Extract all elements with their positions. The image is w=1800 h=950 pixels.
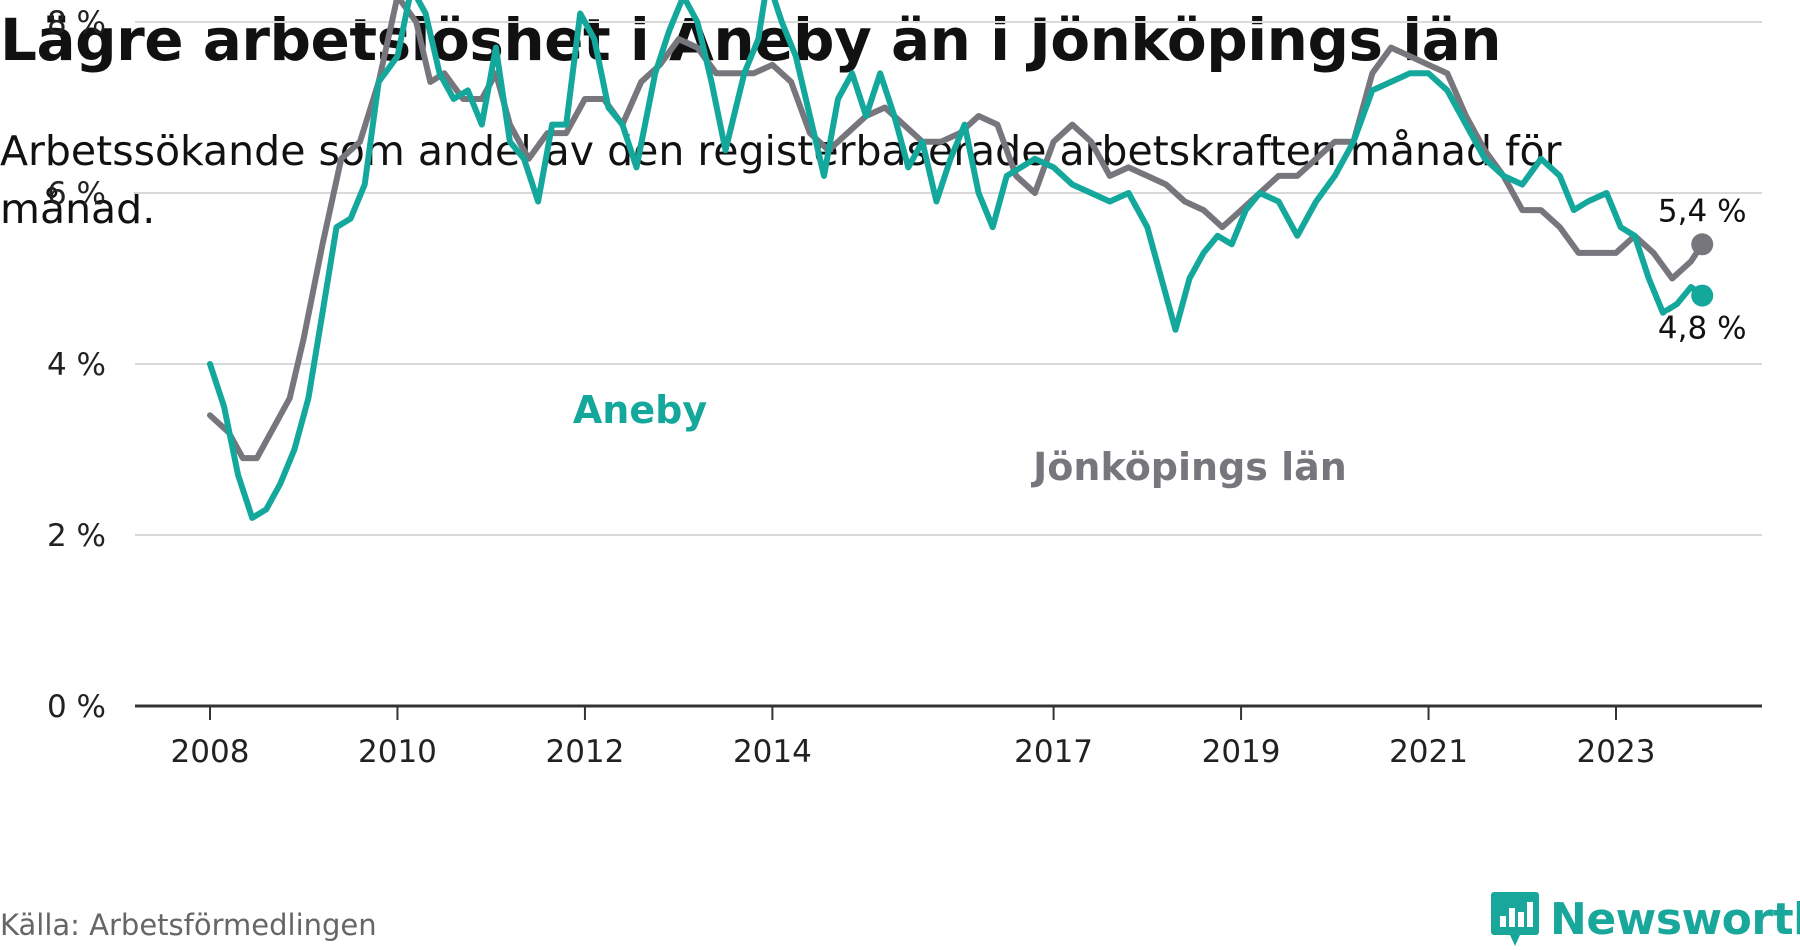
x-tick-label: 2017	[1014, 734, 1093, 770]
series-line-lan	[207, 0, 1706, 462]
series-label-lan: Jönköpings län	[1030, 445, 1347, 489]
line-chart: 0 % 2 % 4 % 6 % 8 % 2008 2010 2012 2014 2017 2019 2…	[47, 0, 1762, 770]
series-end-point-lan	[1691, 233, 1714, 256]
series-label-aneby: Aneby	[573, 388, 707, 432]
brand-logo[interactable]: Newsworthy	[1490, 888, 1800, 950]
series-labels: Jönköpings län 5,4 % Aneby 4,8 %	[568, 190, 1750, 494]
x-tick-label: 2019	[1202, 734, 1281, 770]
y-tick-label: 4 %	[47, 347, 106, 383]
end-value-label-aneby: 4,8 %	[1658, 311, 1747, 347]
series-lines	[207, 0, 1714, 521]
y-tick-label: 8 %	[47, 5, 106, 41]
y-tick-label: 2 %	[47, 518, 106, 554]
brand-name: Newsworthy	[1550, 893, 1800, 945]
series-end-point-aneby	[1691, 284, 1714, 307]
x-tick-label: 2014	[733, 734, 812, 770]
axes: 0 % 2 % 4 % 6 % 8 % 2008 2010 2012 2014 2017 2019 2…	[47, 5, 1762, 770]
x-tick-label: 2008	[171, 734, 250, 770]
y-tick-label: 6 %	[47, 176, 106, 212]
end-value-label-lan: 5,4 %	[1658, 193, 1747, 229]
x-tick-label: 2021	[1389, 734, 1468, 770]
x-tick-label: 2010	[358, 734, 437, 770]
newsworthy-logo-icon	[1491, 892, 1539, 946]
x-tick-label: 2023	[1577, 734, 1656, 770]
source-note: Källa: Arbetsförmedlingen	[0, 908, 377, 942]
series-line-aneby	[207, 0, 1706, 521]
y-tick-label: 0 %	[47, 689, 106, 725]
chart-subtitle: Arbetssökande som andel av den registerb…	[0, 127, 1562, 233]
x-tick-label: 2012	[545, 734, 624, 770]
